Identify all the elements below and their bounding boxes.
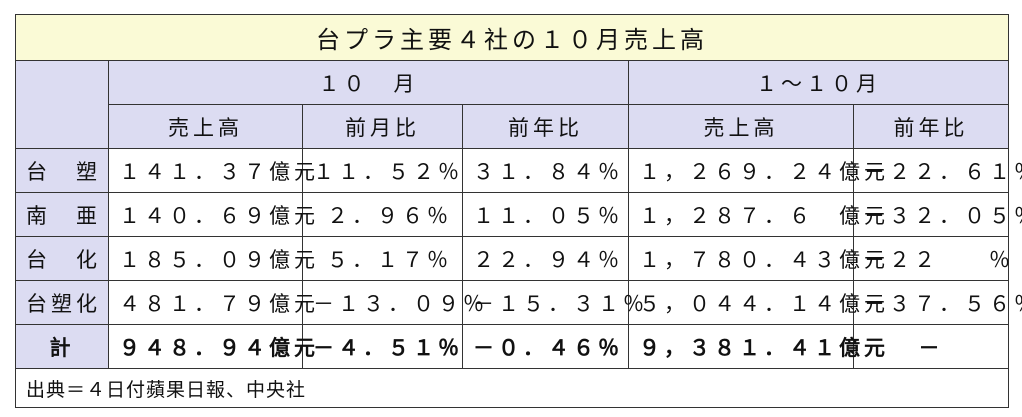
table-cell: －０．４６％ — [462, 324, 629, 369]
row-label: 台 塑 — [15, 148, 109, 193]
table-cell: ３１．８４％ — [462, 148, 629, 193]
table-cell: ９，３８１．４１億元 — [628, 324, 885, 369]
table-cell: ５，０４４．１４億元 — [628, 280, 885, 325]
column-header: 前月比 — [302, 104, 463, 149]
table-cell: －２２ ％ — [852, 236, 1010, 281]
row-label: 台 化 — [15, 236, 109, 281]
table-cell: １，２６９．２４億元 — [628, 148, 885, 193]
table-row: 南 亜 １４０．６９億元 ２．９６％ １１．０５％ １，２８７．６ 億元 －３２．０５％ — [15, 192, 1022, 237]
table-cell: －４．５１％ — [302, 324, 463, 369]
table-row: 台 塑 １４１．３７億元 １１．５２％ ３１．８４％ １，２６９．２４億元 －２２．６１％ — [15, 148, 1022, 193]
table-cell: －１５．３１％ — [462, 280, 644, 325]
table-cell: １，７８０．４３億元 — [628, 236, 885, 281]
group-header: １０ 月 — [108, 60, 629, 105]
row-label: 計 — [15, 324, 109, 369]
table-cell: １，２８７．６ 億元 — [628, 192, 885, 237]
table-title: 台プラ主要４社の１０月売上高 — [14, 14, 1010, 61]
corner-cell — [15, 60, 109, 149]
source-note: 出典＝４日付蘋果日報、中央社 — [14, 368, 1010, 408]
row-label: 台塑化 — [15, 280, 109, 325]
table-cell: － — [852, 324, 1010, 369]
table-cell: １４１．３７億元 — [108, 148, 315, 193]
table-cell: －２２．６１％ — [852, 148, 1022, 193]
column-header: 前年比 — [852, 104, 1010, 149]
table-cell: １１．０５％ — [462, 192, 629, 237]
table-cell: ４８１．７９億元 — [108, 280, 315, 325]
column-header: 売上高 — [628, 104, 854, 149]
table-cell: ２．９６％ — [302, 192, 463, 237]
table-row: 台 化 １８５．０９億元 ５．１７％ ２２．９４％ １，７８０．４３億元 －２２ ％ — [15, 236, 1010, 281]
table-row: 計 ９４８．９４億元 －４．５１％ －０．４６％ ９，３８１．４１億元－ — [15, 324, 1010, 369]
table-cell: ２２．９４％ — [462, 236, 629, 281]
table-cell: －１３．０９％ — [302, 280, 484, 325]
table-cell: －３２．０５％ — [852, 192, 1022, 237]
table-cell: ５．１７％ — [302, 236, 463, 281]
column-header: 売上高 — [108, 104, 303, 149]
table-row: 台塑化 ４８１．７９億元 －１３．０９％ －１５．３１％ ５，０４４．１４億元 －３７．５… — [15, 280, 1022, 325]
row-label: 南 亜 — [15, 192, 109, 237]
sales-table: 台プラ主要４社の１０月売上高 １０ 月 １～１０月 売上高 前月比 前年比 売上高 前年… — [14, 14, 1022, 408]
table-cell: １１．５２％ — [302, 148, 463, 193]
column-header: 前年比 — [462, 104, 629, 149]
group-header: １～１０月 — [627, 60, 1010, 105]
table-cell: １４０．６９億元 — [108, 192, 315, 237]
table-cell: １８５．０９億元 — [108, 236, 315, 281]
table-cell: －３７．５６％ — [852, 280, 1022, 325]
table-cell: ９４８．９４億元 — [108, 324, 315, 369]
